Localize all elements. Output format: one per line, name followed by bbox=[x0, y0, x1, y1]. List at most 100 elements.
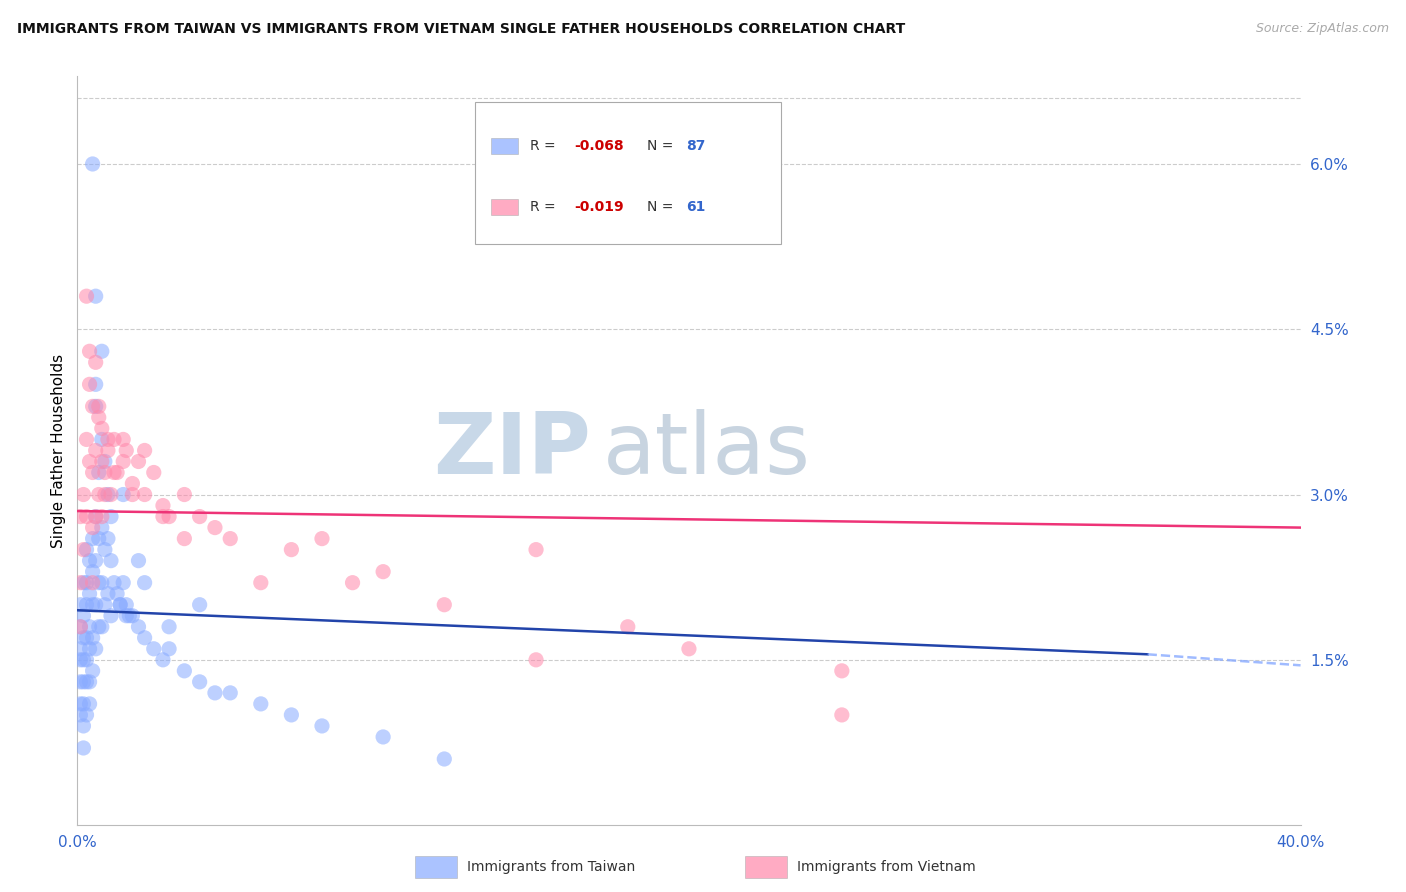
Point bbox=[219, 686, 242, 700]
Text: N =: N = bbox=[647, 139, 678, 153]
Point bbox=[84, 509, 107, 524]
Point bbox=[152, 499, 174, 513]
Point bbox=[79, 344, 101, 359]
Point bbox=[79, 587, 101, 601]
Point bbox=[87, 532, 110, 546]
Point bbox=[94, 466, 117, 480]
Point bbox=[100, 608, 122, 623]
Point bbox=[831, 664, 853, 678]
Point bbox=[94, 454, 117, 468]
Text: Source: ZipAtlas.com: Source: ZipAtlas.com bbox=[1256, 22, 1389, 36]
Text: 87: 87 bbox=[686, 139, 706, 153]
Point bbox=[97, 532, 120, 546]
Point bbox=[82, 157, 104, 171]
Point bbox=[90, 433, 112, 447]
Point bbox=[100, 487, 122, 501]
Point bbox=[72, 741, 94, 756]
Point bbox=[90, 520, 112, 534]
Point bbox=[142, 466, 165, 480]
Point bbox=[311, 532, 333, 546]
Point bbox=[617, 620, 640, 634]
FancyBboxPatch shape bbox=[491, 138, 517, 154]
Point bbox=[87, 487, 110, 501]
Point bbox=[79, 620, 101, 634]
Point bbox=[72, 542, 94, 557]
Point bbox=[79, 641, 101, 656]
Point bbox=[142, 641, 165, 656]
Point bbox=[188, 674, 211, 689]
Point bbox=[371, 730, 394, 744]
Point bbox=[76, 598, 98, 612]
Point bbox=[157, 641, 180, 656]
Point bbox=[69, 620, 91, 634]
Point bbox=[152, 509, 174, 524]
Point bbox=[134, 575, 156, 590]
Point bbox=[173, 664, 195, 678]
Point bbox=[112, 575, 135, 590]
Point bbox=[105, 466, 128, 480]
Point bbox=[76, 509, 98, 524]
Point bbox=[69, 674, 91, 689]
Point bbox=[112, 433, 135, 447]
Point bbox=[84, 641, 107, 656]
Point bbox=[524, 542, 547, 557]
Point bbox=[72, 697, 94, 711]
Point bbox=[82, 466, 104, 480]
Point bbox=[433, 752, 456, 766]
Point bbox=[831, 707, 853, 722]
Point bbox=[678, 641, 700, 656]
Point bbox=[134, 631, 156, 645]
Point bbox=[188, 509, 211, 524]
Point bbox=[118, 608, 141, 623]
Text: Immigrants from Vietnam: Immigrants from Vietnam bbox=[797, 860, 976, 874]
Point bbox=[152, 653, 174, 667]
Point bbox=[84, 400, 107, 414]
Point bbox=[97, 587, 120, 601]
Point bbox=[103, 433, 125, 447]
Point bbox=[105, 587, 128, 601]
Point bbox=[433, 598, 456, 612]
Point bbox=[127, 454, 149, 468]
Point bbox=[69, 653, 91, 667]
Point bbox=[108, 598, 131, 612]
Point bbox=[90, 509, 112, 524]
Point bbox=[100, 509, 122, 524]
Point bbox=[87, 620, 110, 634]
Point bbox=[69, 641, 91, 656]
Text: R =: R = bbox=[530, 200, 560, 214]
Point bbox=[157, 620, 180, 634]
Point bbox=[76, 707, 98, 722]
Point bbox=[72, 674, 94, 689]
Point bbox=[82, 532, 104, 546]
Text: N =: N = bbox=[647, 200, 678, 214]
Point bbox=[90, 620, 112, 634]
Point bbox=[82, 664, 104, 678]
Point bbox=[72, 575, 94, 590]
Point bbox=[76, 631, 98, 645]
Text: Immigrants from Taiwan: Immigrants from Taiwan bbox=[467, 860, 636, 874]
Point bbox=[69, 598, 91, 612]
Point bbox=[97, 487, 120, 501]
Point bbox=[311, 719, 333, 733]
Point bbox=[115, 598, 138, 612]
Text: ZIP: ZIP bbox=[433, 409, 591, 492]
Point bbox=[103, 466, 125, 480]
Point bbox=[90, 575, 112, 590]
Point bbox=[69, 707, 91, 722]
Point bbox=[108, 598, 131, 612]
Point bbox=[72, 653, 94, 667]
Point bbox=[82, 520, 104, 534]
Point bbox=[76, 674, 98, 689]
Point bbox=[72, 608, 94, 623]
Point bbox=[69, 697, 91, 711]
Point bbox=[115, 608, 138, 623]
Point bbox=[76, 289, 98, 303]
Point bbox=[371, 565, 394, 579]
Point bbox=[115, 443, 138, 458]
Point bbox=[72, 487, 94, 501]
Point bbox=[87, 466, 110, 480]
Point bbox=[79, 674, 101, 689]
Point bbox=[94, 542, 117, 557]
Point bbox=[127, 620, 149, 634]
Point bbox=[84, 355, 107, 369]
